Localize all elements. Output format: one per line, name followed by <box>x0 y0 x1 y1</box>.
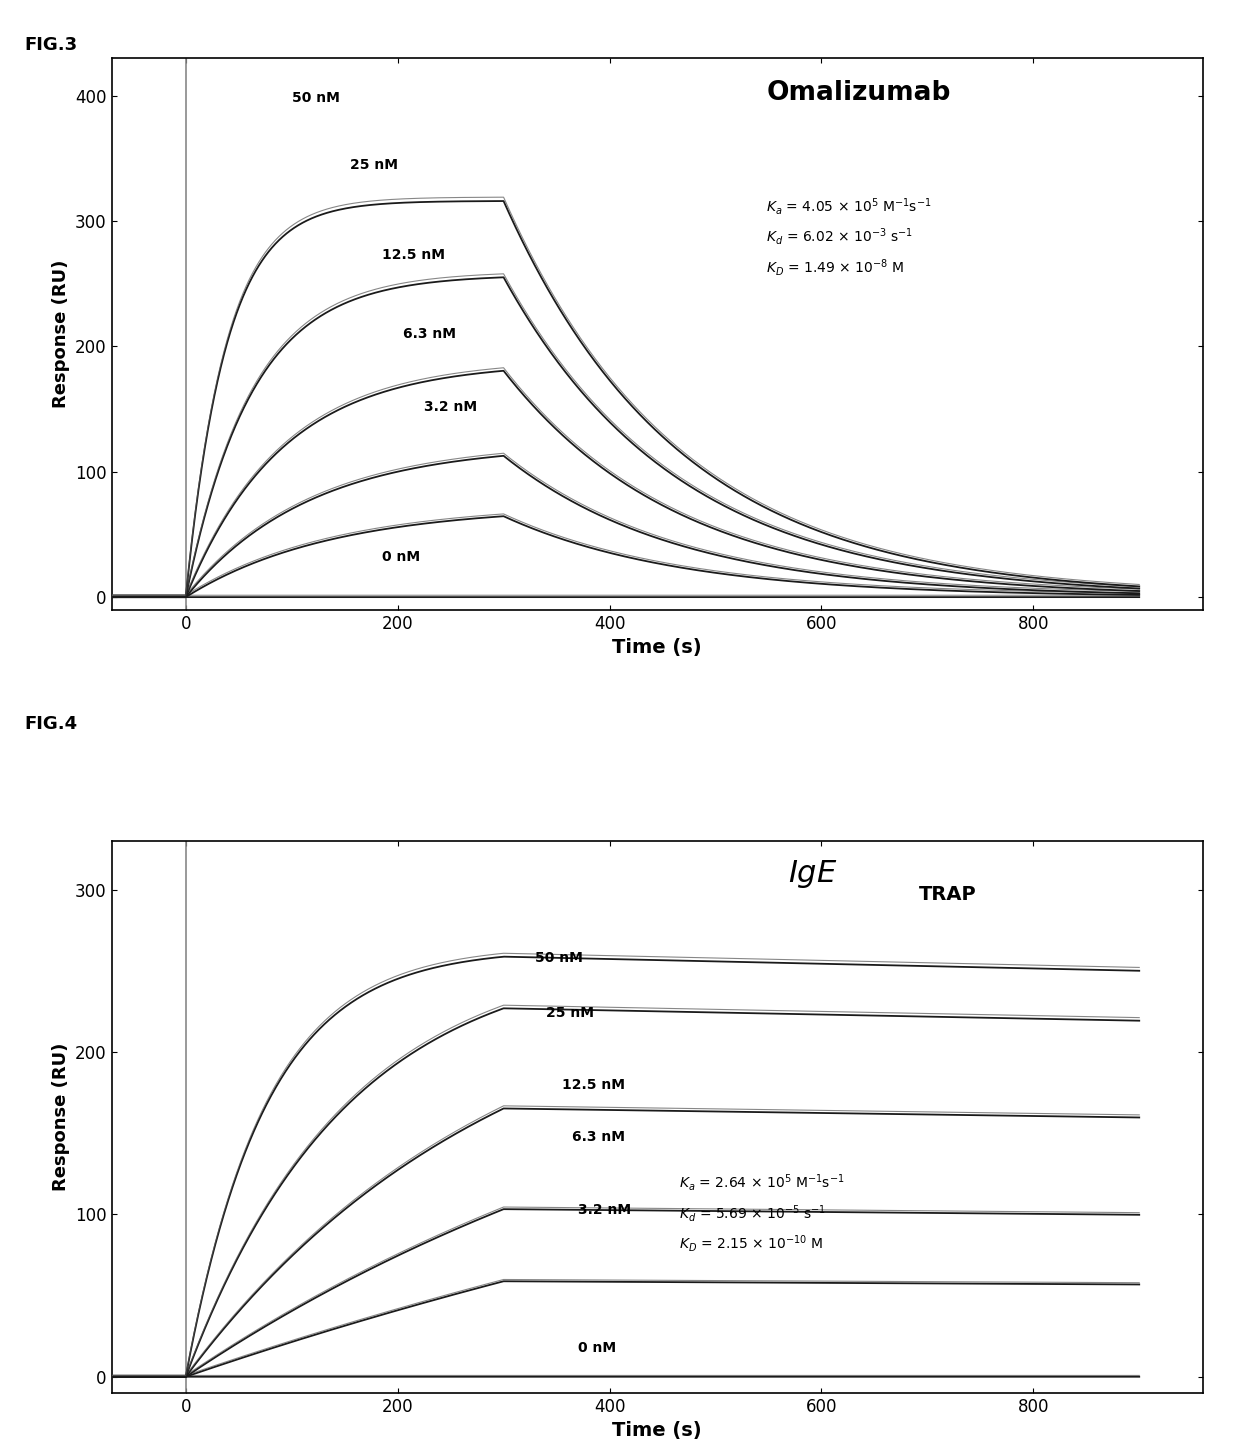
X-axis label: Time (s): Time (s) <box>613 638 702 657</box>
Text: 12.5 nM: 12.5 nM <box>562 1078 625 1091</box>
Text: $\mathit{K_a}$ = 4.05 × 10$^5$ M$^{-1}$s$^{-1}$
$\mathit{K_d}$ = 6.02 × 10$^{-3}: $\mathit{K_a}$ = 4.05 × 10$^5$ M$^{-1}$s… <box>766 196 932 277</box>
Text: 3.2 nM: 3.2 nM <box>578 1203 631 1216</box>
X-axis label: Time (s): Time (s) <box>613 1422 702 1441</box>
Y-axis label: Response (RU): Response (RU) <box>52 1043 69 1191</box>
Text: FIG.3: FIG.3 <box>25 36 78 54</box>
Text: TRAP: TRAP <box>919 885 977 904</box>
Text: 25 nM: 25 nM <box>350 158 398 171</box>
Text: FIG.4: FIG.4 <box>25 715 78 733</box>
Text: 6.3 nM: 6.3 nM <box>573 1130 625 1143</box>
Text: 12.5 nM: 12.5 nM <box>382 248 445 261</box>
Text: 3.2 nM: 3.2 nM <box>424 399 477 414</box>
Y-axis label: Response (RU): Response (RU) <box>52 260 69 408</box>
Text: Omalizumab: Omalizumab <box>766 80 951 106</box>
Text: 50 nM: 50 nM <box>291 91 340 104</box>
Text: 50 nM: 50 nM <box>536 952 583 965</box>
Text: 6.3 nM: 6.3 nM <box>403 326 456 341</box>
Text: 25 nM: 25 nM <box>546 1007 594 1020</box>
Text: 0 nM: 0 nM <box>382 550 420 564</box>
Text: 0 nM: 0 nM <box>578 1341 616 1355</box>
Text: $\mathit{IgE}$: $\mathit{IgE}$ <box>789 858 838 889</box>
Text: $\mathit{K_a}$ = 2.64 × 10$^5$ M$^{-1}$s$^{-1}$
$\mathit{K_d}$ = 5.69 × 10$^{-5}: $\mathit{K_a}$ = 2.64 × 10$^5$ M$^{-1}$s… <box>680 1172 844 1254</box>
